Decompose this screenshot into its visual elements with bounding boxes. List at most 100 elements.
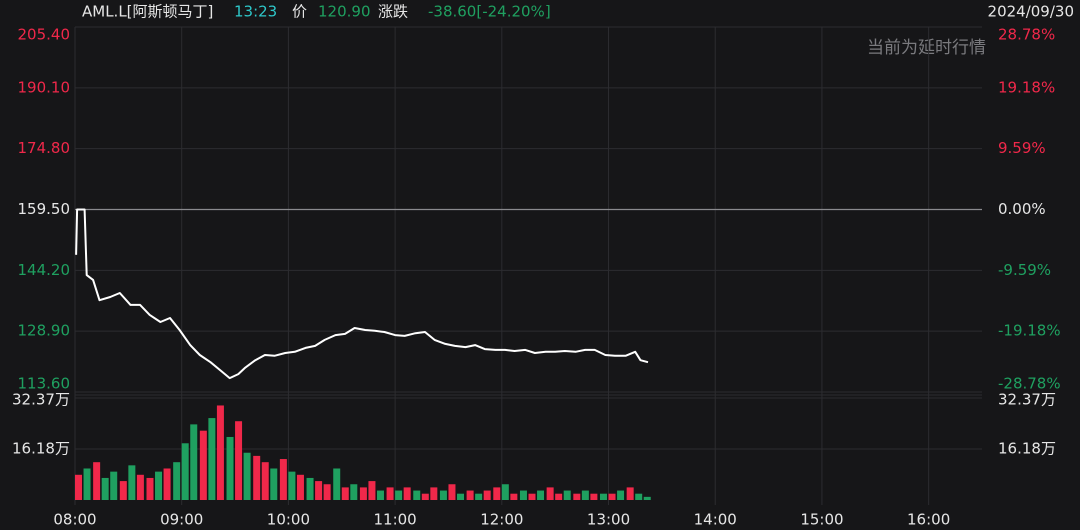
volume-bar [626,487,634,500]
change: -38.60[-24.20%] [428,3,551,21]
volume-bar [190,424,198,500]
volume-bar [528,493,536,500]
volume-tick-label: 16.18万 [12,440,70,458]
volume-bar [119,481,127,500]
symbol: AML.L[阿斯顿马丁] [82,3,213,21]
x-tick-label: 10:00 [267,511,310,529]
volume-bar [395,490,403,500]
volume-bar [635,493,643,500]
change-label: 涨跌 [378,3,408,21]
x-tick-label: 12:00 [480,511,523,529]
x-tick-label: 16:00 [907,511,950,529]
y2-tick-label: 19.18% [998,78,1055,96]
volume-tick-label: 32.37万 [12,391,70,409]
volume-bar [216,405,224,500]
x-tick-label: 13:00 [587,511,630,529]
volume-bar [110,471,118,500]
volume-bar [146,477,154,500]
volume-bar [208,418,216,500]
volume-bar [93,462,101,500]
volume-bar [270,468,278,500]
volume-bar [173,462,181,500]
price-line [75,208,649,380]
volume-bar [519,490,527,500]
volume-bar [483,490,491,500]
volume-bar [421,493,429,500]
y-tick-label: 113.60 [18,375,71,393]
y-tick-label: 174.80 [18,139,71,157]
y2-tick-label: -9.59% [998,261,1051,279]
volume-bar [563,490,571,500]
volume-bar [288,471,296,500]
volume-bar [617,490,625,500]
volume-bar [386,487,394,500]
volume-bar [555,493,563,500]
volume-bar [413,490,421,500]
volume-bar [253,455,261,500]
volume-bar [296,474,304,500]
volume-bar [599,493,607,500]
y2-tick-label: 28.78% [998,26,1055,44]
volume-bar [537,490,545,500]
y-tick-label: 144.20 [18,261,71,279]
volume-bar [448,484,456,500]
volume-bar [430,487,438,500]
volume-bar [581,490,589,500]
volume-bar [457,493,465,500]
volume-bar [359,487,367,500]
volume-bar [199,430,207,500]
volume-bar [350,484,358,500]
y-tick-label: 128.90 [18,322,71,340]
x-tick-label: 14:00 [694,511,737,529]
volume-bar [333,468,341,500]
volume-tick-label: 32.37万 [998,391,1056,409]
y-tick-label: 190.10 [18,78,71,96]
volume-bar [608,493,616,500]
y-tick-label: 159.50 [18,200,71,218]
price: 120.90 [318,3,371,21]
volume-bar [466,490,474,500]
volume-bar [510,493,518,500]
volume-bar [341,487,349,500]
date: 2024/09/30 [988,3,1074,21]
x-tick-label: 09:00 [160,511,203,529]
volume-bar [163,468,171,500]
y2-tick-label: 0.00% [998,200,1046,218]
volume-bar [181,443,189,500]
volume-bar [475,493,483,500]
volume-bar [136,474,144,500]
volume-tick-label: 16.18万 [998,440,1056,458]
volume-bar [101,477,109,500]
volume-bar [376,490,384,500]
volume-bar [279,459,287,500]
volume-bar [306,477,314,500]
volume-bar [368,481,376,500]
volume-bar [590,493,598,500]
volume-bar [261,462,269,500]
volume-bar [235,421,243,500]
volume-bar [546,487,554,500]
volume-bar [323,484,331,500]
y-tick-label: 205.40 [18,26,71,44]
volume-bar [643,496,651,500]
x-tick-label: 11:00 [374,511,417,529]
volume-bar [501,484,509,500]
watermark: 当前为延时行情 [867,38,986,58]
volume-bar [243,452,251,500]
x-tick-label: 08:00 [53,511,96,529]
y2-tick-label: 9.59% [998,139,1046,157]
time: 13:23 [234,3,277,21]
y2-tick-label: -19.18% [998,322,1061,340]
volume-bar [75,474,82,500]
volume-bar [128,465,136,500]
price-label: 价 [292,3,307,21]
volume-bar [226,436,234,500]
volume-bar [439,490,447,500]
volume-bar [493,487,501,500]
volume-bar [83,468,91,500]
y2-tick-label: -28.78% [998,375,1061,393]
volume-bar [573,493,581,500]
volume-bar [315,481,323,500]
volume-bar [155,471,163,500]
